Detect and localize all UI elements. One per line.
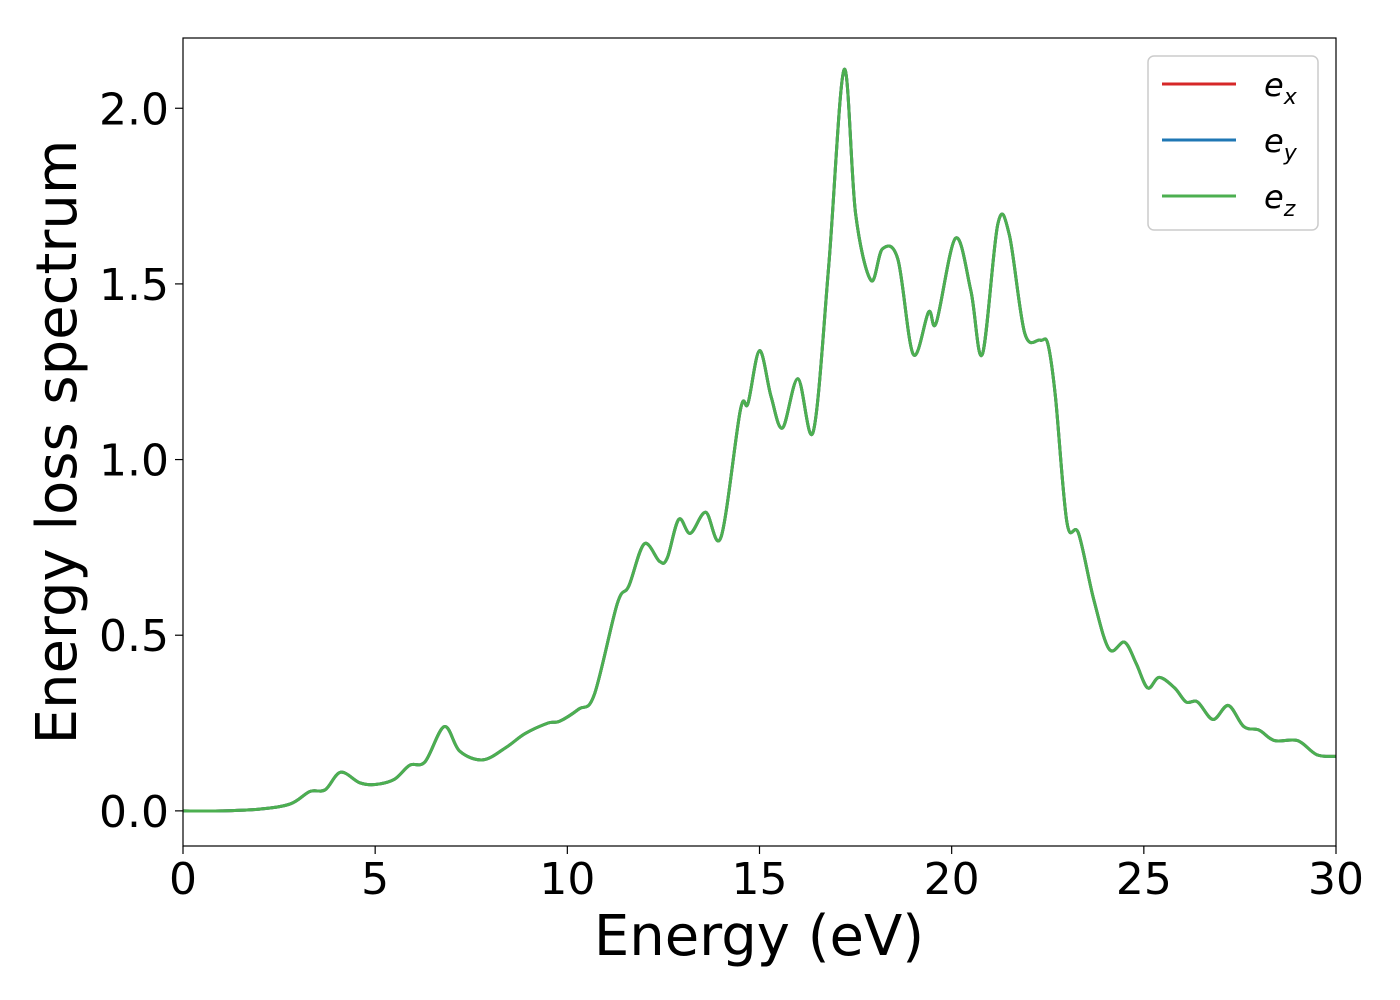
legend-label-ex: ex: [1264, 66, 1298, 110]
y-tick-label: 0.0: [99, 787, 169, 838]
series-group: [182, 68, 1337, 813]
legend-label-ey: ey: [1264, 122, 1298, 166]
x-tick-label: 15: [732, 854, 788, 905]
plot-area: [183, 38, 1336, 846]
legend-label-ez: ez: [1264, 178, 1296, 222]
x-tick-label: 20: [924, 854, 980, 905]
y-tick-label: 1.0: [99, 436, 169, 487]
legend-box: [1147, 55, 1319, 231]
x-tick-label: 5: [361, 854, 389, 905]
x-tick-label: 10: [539, 854, 595, 905]
y-tick-label: 2.0: [99, 84, 169, 135]
series-line-ez: [182, 68, 1337, 813]
x-tick-label: 30: [1308, 854, 1364, 905]
x-axis-label: Energy (eV): [594, 904, 924, 969]
y-axis-ticks: 0.0 0.5 1.0 1.5 2.0: [99, 84, 183, 838]
y-tick-label: 0.5: [99, 611, 169, 662]
x-tick-label: 25: [1116, 854, 1172, 905]
x-tick-label: 0: [169, 854, 197, 905]
legend: ex ey ez: [1147, 55, 1319, 231]
x-axis-ticks: 0 5 10 15 20 25 30: [169, 846, 1364, 905]
y-axis-label: Energy loss spectrum: [25, 140, 90, 745]
y-tick-label: 1.5: [99, 260, 169, 311]
